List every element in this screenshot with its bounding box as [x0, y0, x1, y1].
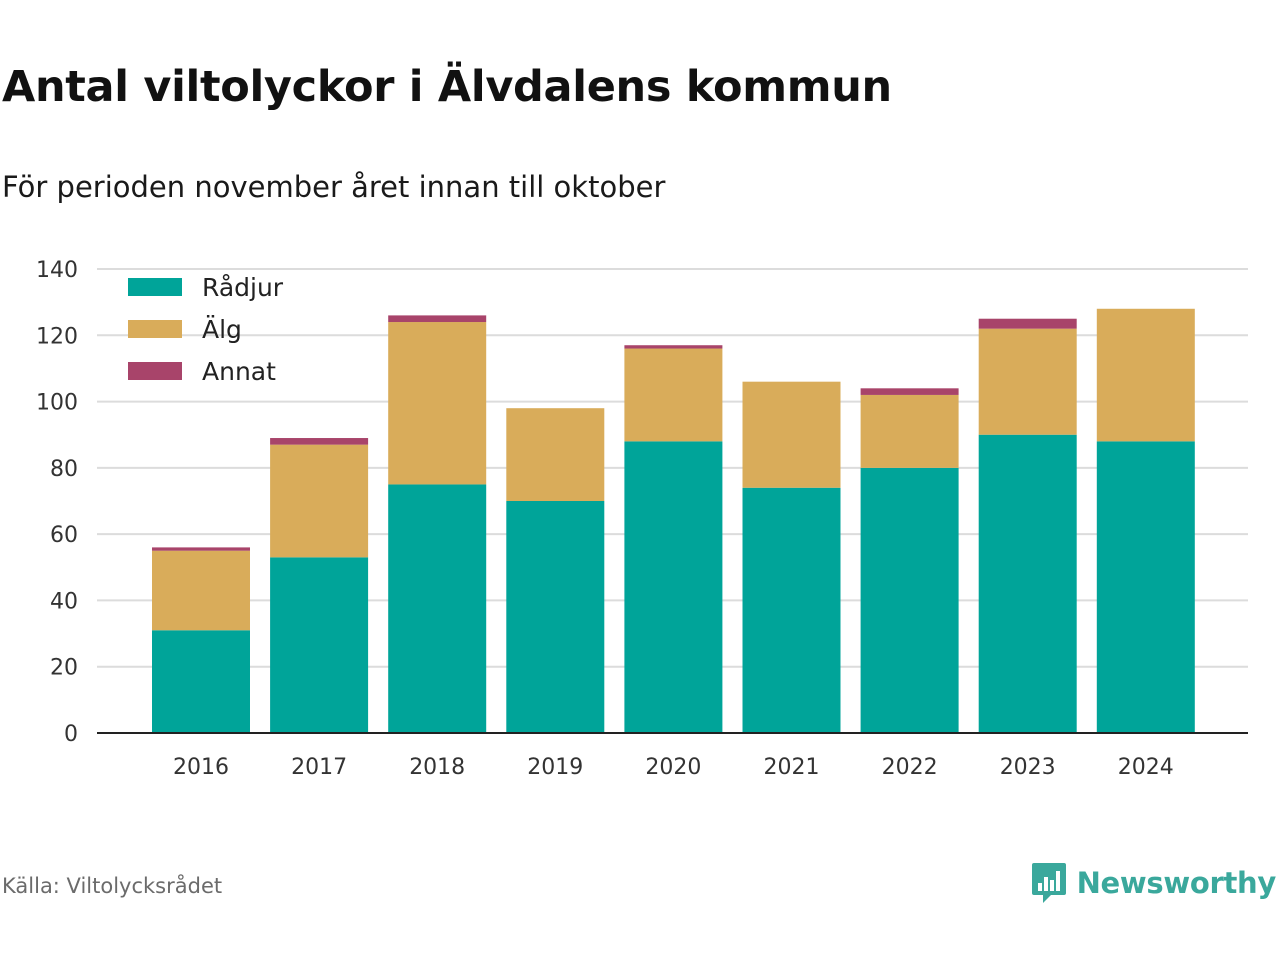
- bar-2023-Älg[interactable]: [978, 328, 1077, 435]
- x-tick-label: 2022: [882, 755, 938, 780]
- bar-2018-Älg[interactable]: [388, 322, 487, 485]
- bar-2017-Rådjur[interactable]: [270, 557, 369, 733]
- bar-2023-Annat[interactable]: [978, 318, 1077, 329]
- x-tick-label: 2017: [291, 755, 347, 780]
- y-tick-label: 20: [50, 656, 78, 681]
- chat-bar-chart-icon: [1031, 863, 1066, 903]
- bar-2022-Älg[interactable]: [860, 394, 959, 468]
- legend-label: Annat: [202, 357, 276, 386]
- x-tick-label: 2019: [527, 755, 583, 780]
- legend: Rådjur Älg Annat: [128, 273, 284, 386]
- bar-2019-Älg[interactable]: [506, 408, 605, 501]
- bar-2020-Annat[interactable]: [624, 345, 723, 349]
- bar-2020-Rådjur[interactable]: [624, 441, 723, 733]
- y-tick-label: 140: [36, 258, 78, 283]
- x-tick-label: 2020: [645, 755, 701, 780]
- brand-name: Newsworthy: [1076, 866, 1277, 900]
- bar-2021-Rådjur[interactable]: [742, 487, 841, 733]
- source-note: Källa: Viltolycksrådet: [2, 874, 223, 898]
- newsworthy-logo[interactable]: Newsworthy: [1031, 862, 1276, 904]
- legend-swatch-Rådjur: [128, 278, 182, 296]
- bar-2023-Rådjur[interactable]: [978, 434, 1077, 733]
- bar-2016-Älg[interactable]: [152, 550, 250, 631]
- bar-2022-Rådjur[interactable]: [860, 467, 959, 733]
- x-tick-label: 2021: [764, 755, 820, 780]
- bar-2017-Älg[interactable]: [270, 444, 369, 558]
- bar-2016-Rådjur[interactable]: [152, 630, 250, 733]
- axes: 0 20 40 60 80 100 120 140 2016 2017 2018 2019 2020 20…: [36, 258, 1248, 780]
- x-tick-label: 2016: [173, 755, 229, 780]
- bar-2020-Älg[interactable]: [624, 348, 723, 442]
- legend-swatch-Annat: [128, 362, 182, 380]
- x-tick-label: 2023: [1000, 755, 1056, 780]
- bar-2018-Annat[interactable]: [388, 315, 487, 323]
- bars: [152, 308, 1195, 733]
- bar-2022-Annat[interactable]: [860, 388, 959, 395]
- legend-label: Älg: [202, 315, 242, 344]
- y-tick-label: 100: [36, 391, 78, 416]
- bar-2017-Annat[interactable]: [270, 438, 369, 445]
- chart-subtitle: För perioden november året innan till ok…: [2, 170, 666, 204]
- y-tick-label: 120: [36, 324, 78, 349]
- y-tick-label: 80: [50, 457, 78, 482]
- bar-2024-Rådjur[interactable]: [1096, 441, 1195, 733]
- bar-2024-Älg[interactable]: [1096, 308, 1195, 442]
- bar-2016-Annat[interactable]: [152, 547, 250, 551]
- y-tick-label: 40: [50, 589, 78, 614]
- bar-2018-Rådjur[interactable]: [388, 484, 487, 733]
- chart-title: Antal viltolyckor i Älvdalens kommun: [2, 62, 892, 112]
- x-tick-label: 2024: [1118, 755, 1174, 780]
- bar-2019-Rådjur[interactable]: [506, 501, 605, 733]
- y-tick-label: 60: [50, 523, 78, 548]
- y-tick-label: 0: [64, 722, 78, 747]
- bar-2021-Älg[interactable]: [742, 381, 841, 488]
- legend-swatch-Älg: [128, 320, 182, 338]
- legend-label: Rådjur: [202, 273, 284, 302]
- x-tick-label: 2018: [409, 755, 465, 780]
